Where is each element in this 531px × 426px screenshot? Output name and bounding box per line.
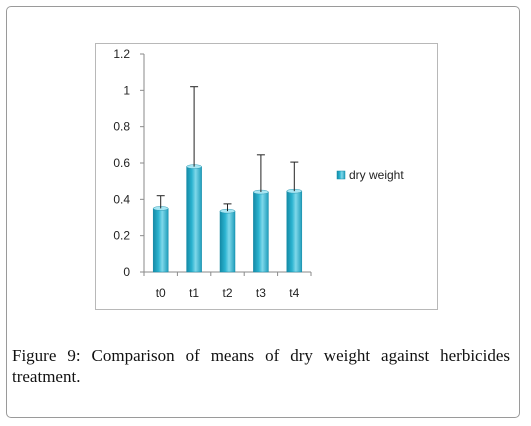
x-tick-label: t2 [222, 286, 232, 300]
bar-t1 [186, 166, 202, 273]
y-tick-label: 0.2 [113, 229, 130, 243]
y-tick-label: 0.8 [113, 120, 130, 134]
y-tick-label: 0.6 [113, 156, 130, 170]
caption-label: Figure 9: [12, 346, 81, 365]
caption-text: Comparison of means of dry weight agains… [12, 346, 510, 386]
y-tick-label: 1.2 [113, 47, 130, 61]
x-tick-label: t1 [189, 286, 199, 300]
error-bars-group [156, 86, 299, 212]
x-axis-ticks: t0 t1 t2 t3 t4 [143, 272, 312, 300]
bar-t2 [219, 210, 236, 273]
bar-t0 [152, 208, 169, 273]
x-tick-label: t4 [289, 286, 299, 300]
y-tick-label: 0.4 [113, 192, 130, 206]
y-axis-ticks: 0 0.2 0.4 0.6 0.8 1 1.2 [113, 47, 144, 279]
x-tick-label: t3 [256, 286, 266, 300]
y-tick-label: 1 [123, 83, 130, 97]
x-tick-label: t0 [156, 286, 166, 300]
bar-t3 [253, 191, 269, 273]
y-tick-label: 0 [123, 265, 130, 279]
legend-label: dry weight [349, 168, 404, 182]
bars-group [152, 164, 303, 273]
figure-caption: Figure 9: Comparison of means of dry wei… [12, 345, 510, 387]
legend: dry weight [336, 168, 404, 182]
legend-swatch [336, 170, 346, 180]
bar-t4 [286, 190, 303, 273]
